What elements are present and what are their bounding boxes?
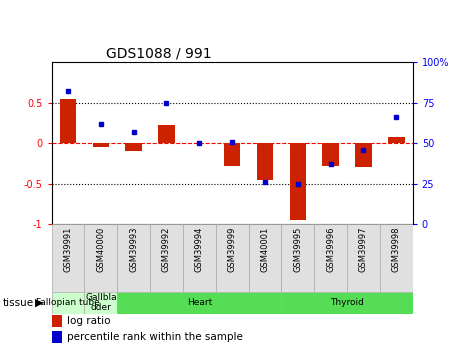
Text: ▶: ▶ [35,298,44,308]
Bar [117,292,281,314]
Text: GSM40000: GSM40000 [96,226,106,272]
Bar [314,224,347,292]
Bar [84,292,117,314]
Bar [347,224,380,292]
Text: GSM39992: GSM39992 [162,226,171,272]
Text: GSM39995: GSM39995 [293,226,303,272]
Bar [355,143,371,168]
Bar [52,331,62,343]
Text: GDS1088 / 991: GDS1088 / 991 [106,47,212,61]
Bar [183,224,216,292]
Bar [117,224,150,292]
Bar [322,143,339,166]
Text: Gallbla
dder: Gallbla dder [85,293,117,313]
Bar [281,292,413,314]
Text: GSM39997: GSM39997 [359,226,368,272]
Text: GSM39998: GSM39998 [392,226,401,272]
Text: GSM40001: GSM40001 [260,226,270,272]
Bar [380,224,413,292]
Bar [388,138,404,143]
Bar [281,224,314,292]
Bar [289,143,306,220]
Text: Heart: Heart [187,298,212,307]
Text: GSM39991: GSM39991 [63,226,73,272]
Bar [224,143,240,166]
Text: percentile rank within the sample: percentile rank within the sample [67,332,242,342]
Text: GSM39993: GSM39993 [129,226,138,272]
Text: log ratio: log ratio [67,316,110,326]
Bar [52,315,62,327]
Bar [92,143,109,147]
Bar [257,143,273,180]
Bar [158,125,174,143]
Text: Thyroid: Thyroid [330,298,364,307]
Text: GSM39999: GSM39999 [227,226,237,272]
Bar [249,224,281,292]
Text: Fallopian tube: Fallopian tube [36,298,100,307]
Bar [52,292,84,314]
Bar [60,99,76,143]
Text: GSM39996: GSM39996 [326,226,335,272]
Text: GSM39994: GSM39994 [195,226,204,272]
Bar [84,224,117,292]
Bar [216,224,249,292]
Bar [52,224,84,292]
Bar [125,143,142,151]
Bar [150,224,183,292]
Text: tissue: tissue [2,298,33,308]
